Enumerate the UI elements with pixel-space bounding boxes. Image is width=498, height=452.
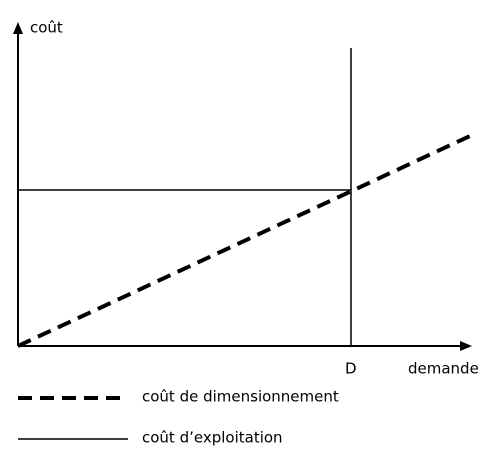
legend-label: coût de dimensionnement xyxy=(142,388,339,406)
demand-marker: D xyxy=(345,360,357,378)
y-axis-arrow xyxy=(13,22,23,34)
x-axis-arrow xyxy=(460,341,472,351)
sizing-cost-line xyxy=(17,134,471,348)
y-axis-label: coût xyxy=(30,19,63,37)
x-axis-label: demande xyxy=(408,360,479,378)
legend-label: coût d’exploitation xyxy=(142,429,283,447)
